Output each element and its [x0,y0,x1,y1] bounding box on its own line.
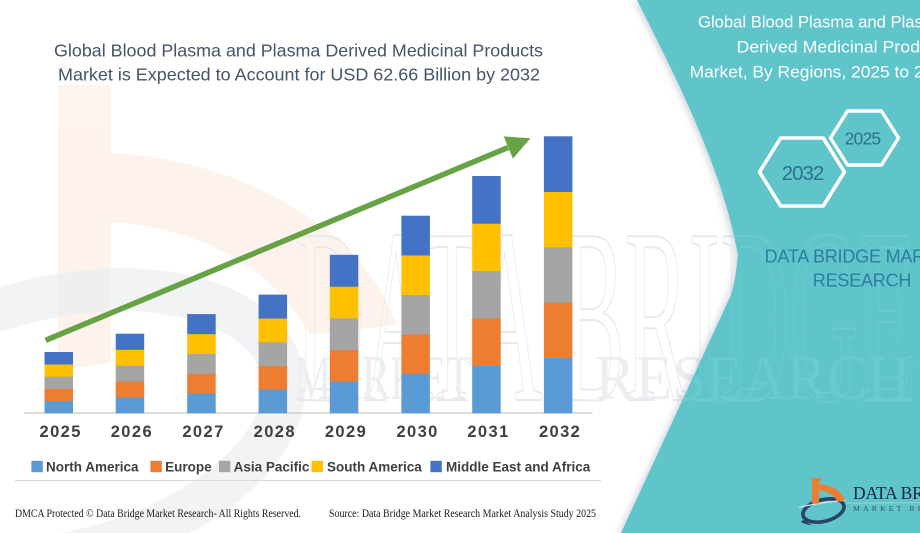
svg-text:2025: 2025 [845,129,881,149]
svg-text:South America: South America [327,460,422,475]
svg-text:RESEARCH: RESEARCH [813,271,911,291]
svg-text:Derived Medicinal Products: Derived Medicinal Products [737,38,920,57]
svg-text:North America: North America [46,460,139,475]
svg-text:2028: 2028 [254,423,296,441]
svg-text:2032: 2032 [782,162,824,185]
svg-text:2029: 2029 [325,423,367,441]
svg-text:DATA BRIDGE MARKET: DATA BRIDGE MARKET [765,247,920,267]
svg-text:2026: 2026 [111,423,153,441]
svg-text:Middle East and Africa: Middle East and Africa [446,460,591,475]
svg-text:DATA BRIDGE: DATA BRIDGE [853,483,920,503]
svg-text:Global Blood Plasma and Plasma: Global Blood Plasma and Plasma Derived M… [54,41,543,61]
svg-text:2031: 2031 [467,423,509,441]
svg-text:2025: 2025 [40,423,82,441]
svg-text:DMCA Protected © Data Bridge M: DMCA Protected © Data Bridge Market Rese… [15,506,301,520]
svg-text:Global Blood Plasma and Plasma: Global Blood Plasma and Plasma [698,13,920,32]
svg-text:MARKET RESEARCH: MARKET RESEARCH [853,504,920,513]
svg-text:MARKET: MARKET [294,343,472,413]
svg-text:Source: Data Bridge Market Res: Source: Data Bridge Market Research Mark… [329,506,596,520]
svg-text:2027: 2027 [182,423,224,441]
svg-text:Market, By Regions, 2025 to 20: Market, By Regions, 2025 to 2032 [690,63,920,82]
svg-text:2032: 2032 [539,423,581,441]
svg-text:Asia Pacific: Asia Pacific [234,460,310,475]
svg-text:Europe: Europe [165,460,212,475]
svg-text:2030: 2030 [396,423,438,441]
svg-text:Market is Expected to Account: Market is Expected to Account for USD 62… [58,65,540,85]
